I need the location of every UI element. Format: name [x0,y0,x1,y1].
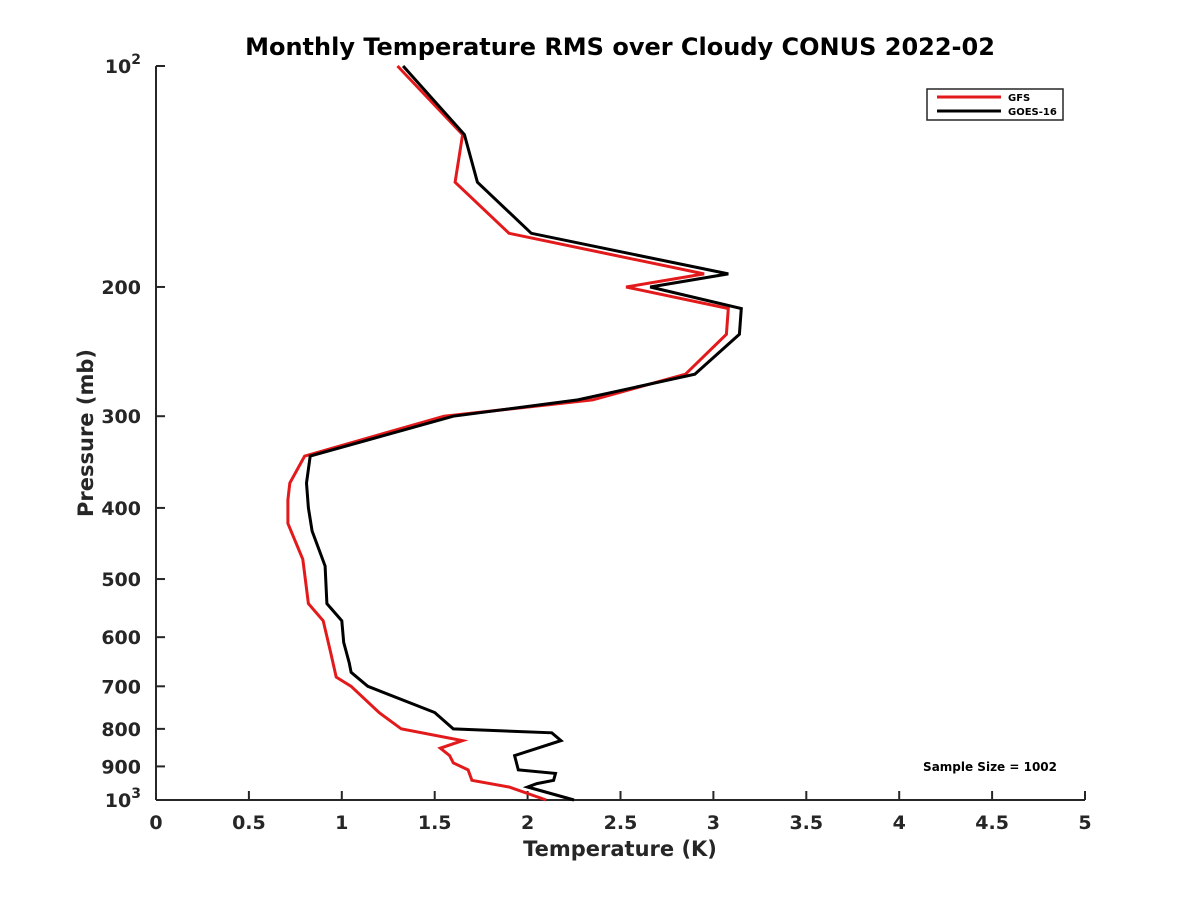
x-tick-label: 4 [893,812,906,834]
legend: GFS GOES-16 [926,88,1064,121]
series-line-goes-16 [304,65,743,802]
x-tick-label: 2 [521,812,534,834]
x-tick-label: 3.5 [789,812,823,834]
y-tick-label-base: 10 [105,56,131,78]
x-tick-label: 1.5 [418,812,452,834]
x-tick-label: 0.5 [232,812,266,834]
x-axis-label: Temperature (K) [523,837,717,861]
y-tick-label-base: 300 [101,406,141,428]
y-tick-label-exponent: 3 [131,786,141,802]
y-tick-label-base: 10 [105,790,131,812]
x-tick-label: 1 [335,812,348,834]
y-tick-label-base: 700 [101,676,141,698]
chart-title: Monthly Temperature RMS over Cloudy CONU… [245,33,995,61]
legend-label: GOES-16 [1008,107,1057,118]
y-tick-label-base: 200 [101,277,141,299]
y-tick-label-exponent: 2 [131,52,141,68]
y-axis-label: Pressure (mb) [74,349,98,517]
y-tick-label: 800 [101,719,141,741]
y-tick-label-base: 900 [101,756,141,778]
x-tick-label: 4.5 [975,812,1009,834]
y-tick-label: 400 [101,498,141,520]
x-tick-label: 2.5 [604,812,638,834]
series-layer [286,64,743,802]
x-tick-label: 0 [149,812,162,834]
series-line-gfs [286,64,730,802]
y-tick-label: 200 [101,277,141,299]
y-tick-label-base: 400 [101,498,141,520]
y-tick-label: 500 [101,569,141,591]
sample-size-annotation: Sample Size = 1002 [923,760,1057,774]
legend-label: GFS [1008,93,1030,104]
x-tick-label: 3 [707,812,720,834]
legend-box [926,88,1064,121]
y-tick-label-base: 500 [101,569,141,591]
y-tick-label: 103 [105,786,141,812]
y-tick-label: 900 [101,756,141,778]
y-tick-label: 600 [101,627,141,649]
x-tick-label: 5 [1078,812,1091,834]
y-tick-label-base: 800 [101,719,141,741]
y-tick-label: 300 [101,406,141,428]
y-tick-label: 102 [105,52,141,78]
y-tick-label: 700 [101,676,141,698]
y-tick-label-base: 600 [101,627,141,649]
x-ticks: 0 0.5 1 1.5 2 2.5 3 3.5 4 4.5 5 [149,791,1092,834]
